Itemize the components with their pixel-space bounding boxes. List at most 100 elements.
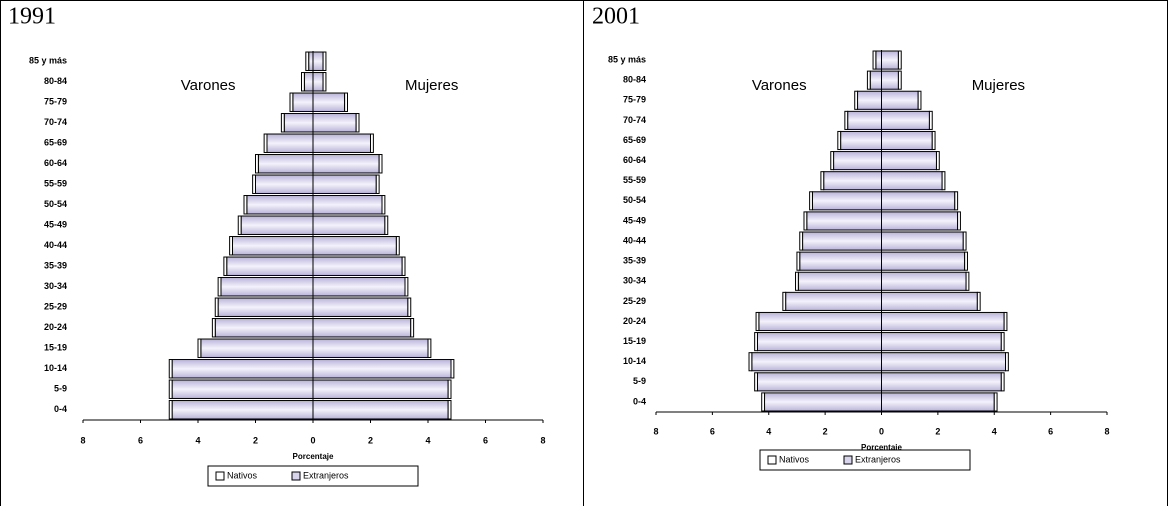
bar-varones: [289, 92, 294, 112]
bar-varones: [869, 70, 882, 90]
bar-varones: [303, 72, 314, 92]
bar-mujeres: [957, 211, 961, 231]
bar-mujeres: [881, 151, 937, 171]
bar-mujeres: [375, 174, 380, 194]
bar-mujeres: [312, 338, 429, 358]
bar-varones: [226, 256, 314, 276]
category-label: 40-44: [623, 235, 646, 245]
bar-varones: [830, 151, 835, 171]
category-label: 75-79: [623, 95, 646, 105]
x-tick-label: 6: [483, 435, 488, 445]
bar-varones: [305, 51, 310, 71]
right-annotation: Mujeres: [405, 77, 458, 94]
bar-mujeres: [962, 231, 967, 251]
bar-mujeres: [312, 359, 452, 379]
bar-mujeres: [897, 50, 902, 70]
bar-varones: [872, 50, 877, 70]
x-tick-label: 8: [540, 435, 545, 445]
bar-varones: [755, 311, 760, 332]
bar-mujeres: [322, 72, 327, 92]
bar-varones: [795, 271, 799, 291]
category-label: 30-34: [44, 281, 67, 291]
legend-label: Nativos: [779, 454, 810, 464]
category-label: 85 y más: [608, 54, 646, 64]
category-label: 50-54: [623, 195, 646, 205]
bar-varones: [803, 211, 808, 231]
category-label: 45-49: [44, 220, 67, 230]
x-tick-label: 2: [823, 426, 828, 436]
x-axis-label: Porcentaje: [861, 443, 902, 452]
x-tick-label: 6: [1048, 426, 1053, 436]
bar-mujeres: [384, 215, 389, 235]
bar-mujeres: [312, 51, 324, 71]
bar-varones: [292, 92, 314, 112]
category-label: 30-34: [623, 276, 646, 286]
bar-mujeres: [954, 191, 959, 211]
legend-label: Extranjeros: [303, 470, 349, 480]
bar-varones: [799, 231, 804, 251]
legend-label: Extranjeros: [855, 454, 901, 464]
category-label: 15-19: [623, 336, 646, 346]
x-axis-label: Porcentaje: [293, 452, 334, 461]
bar-mujeres: [881, 191, 956, 211]
bar-mujeres: [881, 311, 1005, 332]
bar-varones: [820, 171, 825, 191]
bar-mujeres: [381, 195, 386, 215]
category-label: 55-59: [44, 179, 67, 189]
bar-mujeres: [312, 256, 403, 276]
category-label: 65-69: [44, 138, 67, 148]
bar-varones: [232, 236, 314, 256]
bar-varones: [748, 352, 753, 372]
left-annotation: Varones: [752, 77, 807, 94]
chart-title: 2001: [592, 4, 640, 30]
bar-mujeres: [881, 352, 1007, 372]
legend-box: [207, 465, 419, 487]
category-label: 75-79: [44, 97, 67, 107]
bar-varones: [756, 372, 882, 392]
bar-mujeres: [312, 154, 380, 174]
bar-mujeres: [941, 171, 946, 191]
x-tick-label: 8: [653, 426, 658, 436]
bar-varones: [847, 110, 882, 130]
bar-varones: [240, 215, 314, 235]
bar-varones: [833, 151, 882, 171]
bar-mujeres: [450, 359, 455, 379]
bar-mujeres: [881, 50, 899, 70]
bar-varones: [751, 352, 883, 372]
left-annotation: Varones: [181, 77, 236, 94]
category-label: 20-24: [44, 322, 67, 332]
bar-varones: [263, 133, 268, 153]
right-annotation: Mujeres: [972, 77, 1025, 94]
bar-varones: [844, 110, 849, 130]
bar-varones: [764, 392, 882, 412]
bar-mujeres: [897, 70, 902, 90]
bar-varones: [168, 400, 173, 420]
bar-varones: [200, 338, 314, 358]
bar-varones: [806, 211, 882, 231]
bar-mujeres: [312, 92, 346, 112]
bar-mujeres: [447, 400, 452, 420]
bar-varones: [857, 90, 883, 110]
bar-varones: [866, 70, 871, 90]
bar-mujeres: [1003, 311, 1008, 332]
bar-varones: [171, 400, 314, 420]
bar-mujeres: [935, 151, 940, 171]
bar-mujeres: [881, 70, 899, 90]
bar-varones: [754, 372, 758, 392]
bar-varones: [217, 277, 222, 297]
x-tick-label: 2: [368, 435, 373, 445]
bar-varones: [811, 191, 882, 211]
bar-mujeres: [881, 90, 919, 110]
bar-mujeres: [881, 110, 930, 130]
bar-varones: [756, 332, 882, 352]
bar-mujeres: [881, 392, 995, 412]
bar-mujeres: [993, 392, 998, 412]
category-label: 80-84: [44, 76, 67, 86]
bar-varones: [797, 271, 882, 291]
bar-varones: [229, 236, 233, 256]
bar-varones: [796, 251, 801, 271]
bar-varones: [255, 174, 314, 194]
x-tick-label: 2: [935, 426, 940, 436]
x-tick-label: 4: [195, 435, 200, 445]
